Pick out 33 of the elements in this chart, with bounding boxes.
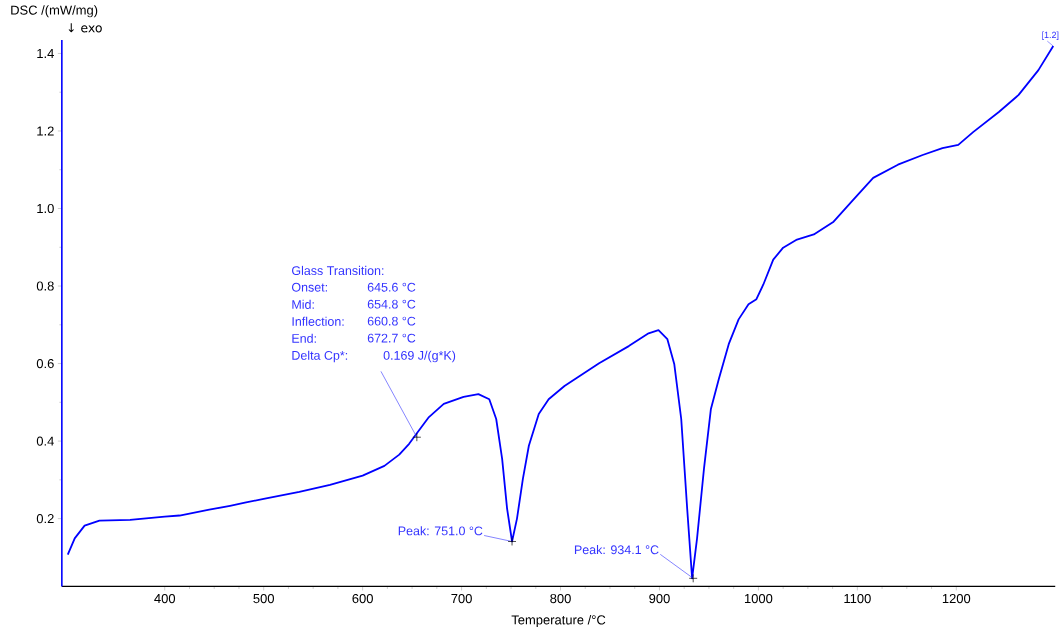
- annotation: Inflection:: [292, 316, 344, 326]
- x-tick-label: 600: [352, 593, 373, 603]
- annotation: Mid:: [292, 299, 314, 309]
- annotation: Delta Cp*:: [292, 350, 348, 363]
- annotation: Peak: 751.0 °C: [398, 525, 483, 536]
- y-tick-label: 1.2: [37, 126, 54, 136]
- annotation: 654.8 °C: [367, 299, 416, 309]
- x-tick-label: 800: [550, 593, 571, 603]
- annotation: Glass Transition:: [292, 265, 384, 275]
- y-tick-label: 1.0: [37, 203, 54, 213]
- annotation: 672.7 °C: [367, 333, 416, 343]
- annotation: 0.169 J/(g*K): [383, 350, 456, 363]
- y-tick-label: 0.8: [36, 281, 54, 291]
- y-tick-label: 0.4: [36, 436, 54, 446]
- y-axis-title: DSC /(mW/mg): [11, 5, 98, 18]
- annotation: 645.6 °C: [367, 282, 416, 292]
- annotation: 660.8 °C: [367, 316, 416, 326]
- x-tick-label: 500: [253, 593, 274, 603]
- x-tick-label: 1100: [844, 593, 871, 603]
- y-tick-label: 1.4: [37, 48, 54, 58]
- x-tick-label: 1200: [942, 593, 971, 603]
- y-tick-label: 0.6: [36, 358, 54, 368]
- annotation: End:: [292, 333, 316, 343]
- annotation: Onset:: [291, 282, 327, 292]
- annotation: Peak: 934.1 °C: [574, 544, 659, 555]
- x-tick-label: 400: [154, 593, 176, 603]
- x-tick-label: 700: [451, 593, 472, 603]
- x-tick-label: 900: [649, 593, 670, 603]
- text: ↓ exo: [68, 22, 102, 33]
- x-axis-title: Temperature /°C: [511, 614, 606, 627]
- y-tick-label: 0.2: [36, 513, 54, 524]
- annotation: [1.2]: [1042, 31, 1059, 40]
- x-tick-label: 1000: [744, 593, 773, 603]
